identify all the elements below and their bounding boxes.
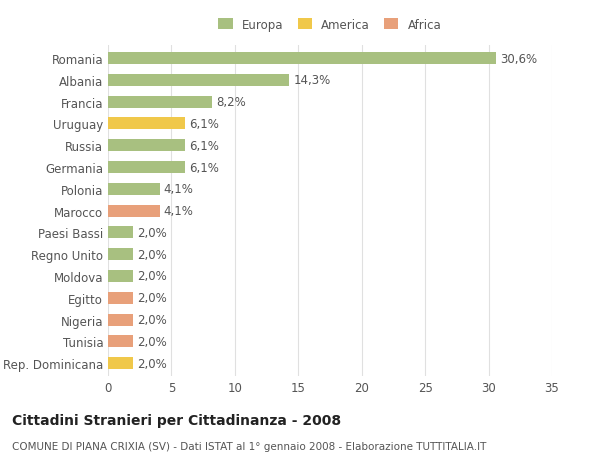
Text: 2,0%: 2,0%: [137, 291, 167, 305]
Bar: [108, 140, 185, 152]
Bar: [108, 358, 133, 369]
Text: 4,1%: 4,1%: [164, 183, 194, 196]
Text: 4,1%: 4,1%: [164, 205, 194, 218]
Text: 6,1%: 6,1%: [189, 161, 219, 174]
Text: 6,1%: 6,1%: [189, 118, 219, 131]
Text: 2,0%: 2,0%: [137, 335, 167, 348]
Bar: [108, 227, 133, 239]
Text: 30,6%: 30,6%: [500, 52, 537, 66]
Text: COMUNE DI PIANA CRIXIA (SV) - Dati ISTAT al 1° gennaio 2008 - Elaborazione TUTTI: COMUNE DI PIANA CRIXIA (SV) - Dati ISTAT…: [12, 441, 487, 451]
Text: 2,0%: 2,0%: [137, 313, 167, 326]
Bar: [108, 75, 289, 87]
Bar: [108, 336, 133, 347]
Bar: [108, 96, 212, 108]
Text: 8,2%: 8,2%: [216, 96, 245, 109]
Bar: [108, 314, 133, 326]
Legend: Europa, America, Africa: Europa, America, Africa: [218, 19, 442, 32]
Text: Cittadini Stranieri per Cittadinanza - 2008: Cittadini Stranieri per Cittadinanza - 2…: [12, 413, 341, 427]
Text: 2,0%: 2,0%: [137, 248, 167, 261]
Text: 2,0%: 2,0%: [137, 270, 167, 283]
Text: 2,0%: 2,0%: [137, 226, 167, 239]
Bar: [108, 53, 496, 65]
Bar: [108, 162, 185, 174]
Text: 14,3%: 14,3%: [293, 74, 331, 87]
Text: 6,1%: 6,1%: [189, 140, 219, 152]
Bar: [108, 270, 133, 282]
Bar: [108, 118, 185, 130]
Bar: [108, 184, 160, 196]
Text: 2,0%: 2,0%: [137, 357, 167, 370]
Bar: [108, 249, 133, 261]
Bar: [108, 292, 133, 304]
Bar: [108, 205, 160, 217]
